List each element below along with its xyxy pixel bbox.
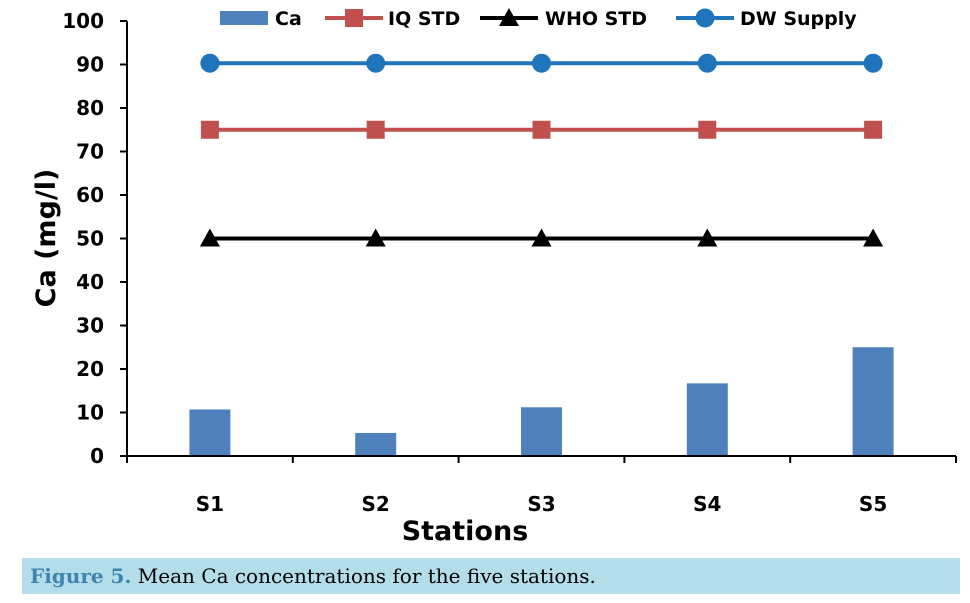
x-tick-label-s1: S1: [196, 492, 224, 516]
y-tick-label-90: 90: [76, 53, 104, 77]
chart: 0 10 20 30 40 50 60 70 80 90 100 S1 S2 S3 S4 S5 Ca IQ S…: [31, 8, 957, 547]
x-tick-labels: S1 S2 S3 S4 S5: [196, 492, 888, 516]
y-axis-title: Ca (mg/l): [31, 169, 62, 308]
y-tick-label-60: 60: [76, 183, 104, 207]
point-iq-std-s4: [698, 120, 717, 139]
point-dw-supply-s4: [697, 53, 717, 73]
legend-label-ca: Ca: [275, 8, 302, 30]
point-iq-std-s2: [366, 120, 385, 139]
bars-layer: [189, 347, 894, 456]
y-tick-label-0: 0: [90, 444, 104, 468]
legend-label-dw-supply: DW Supply: [740, 8, 857, 30]
y-tick-label-80: 80: [76, 96, 104, 120]
legend-label-who-std: WHO STD: [545, 8, 647, 30]
point-who-std-s2: [365, 228, 386, 247]
x-tick-label-s5: S5: [859, 492, 887, 516]
legend-marker-dw-supply: [695, 8, 715, 28]
bar-s1: [189, 409, 231, 456]
point-iq-std-s3: [532, 120, 551, 139]
legend-marker-iq-std: [345, 9, 363, 27]
axes-layer: [120, 20, 957, 463]
point-who-std-s1: [199, 228, 220, 247]
x-tick-label-s3: S3: [527, 492, 555, 516]
point-dw-supply-s5: [863, 53, 883, 73]
y-tick-label-20: 20: [76, 357, 104, 381]
caption-label: Figure 5.: [30, 564, 132, 588]
figure-caption: Figure 5. Mean Ca concentrations for the…: [22, 558, 960, 594]
caption-text: Mean Ca concentrations for the five stat…: [131, 564, 596, 588]
point-iq-std-s1: [200, 120, 219, 139]
y-tick-label-40: 40: [76, 270, 104, 294]
y-tick-label-50: 50: [76, 227, 104, 251]
point-dw-supply-s3: [532, 53, 551, 73]
point-who-std-s3: [531, 228, 552, 247]
legend-swatch-ca: [220, 11, 268, 25]
y-tick-label-100: 100: [62, 9, 104, 33]
bar-s5: [852, 347, 894, 456]
lines-layer: [199, 53, 884, 247]
point-who-std-s4: [697, 228, 718, 247]
y-tick-label-70: 70: [76, 140, 104, 164]
legend: Ca IQ STD WHO STD DW Supply: [220, 8, 857, 30]
point-dw-supply-s2: [366, 53, 386, 73]
y-tick-labels: 0 10 20 30 40 50 60 70 80 90 100: [62, 9, 104, 468]
x-tick-label-s4: S4: [693, 492, 721, 516]
x-axis-title: Stations: [402, 516, 529, 547]
legend-marker-who-std: [499, 8, 519, 26]
x-tick-label-s2: S2: [362, 492, 390, 516]
point-iq-std-s5: [864, 120, 883, 139]
y-tick-label-30: 30: [76, 314, 104, 338]
bar-s4: [686, 383, 728, 456]
bar-s3: [521, 407, 562, 456]
y-tick-label-10: 10: [76, 401, 104, 425]
legend-label-iq-std: IQ STD: [388, 8, 460, 30]
point-who-std-s5: [863, 228, 884, 247]
point-dw-supply-s1: [200, 53, 220, 73]
bar-s2: [355, 432, 397, 456]
